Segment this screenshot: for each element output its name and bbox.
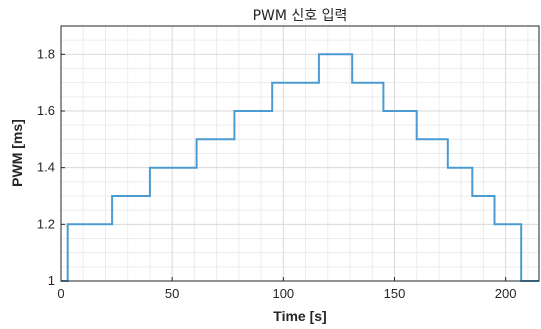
- x-axis-label: Time [s]: [273, 308, 326, 324]
- chart-title: PWM 신호 입력: [253, 8, 348, 24]
- x-tick-label: 50: [165, 286, 179, 301]
- x-tick-label: 0: [57, 286, 64, 301]
- x-tick-label: 150: [384, 286, 406, 301]
- x-tick-label: 100: [272, 286, 294, 301]
- y-ticks: 1 1.2 1.4 1.6 1.8: [37, 46, 65, 288]
- y-tick-label: 1.8: [37, 46, 55, 61]
- y-tick-label: 1.2: [37, 216, 55, 231]
- x-ticks: 0 50 100 150 200: [57, 277, 517, 301]
- y-tick-label: 1.4: [37, 160, 55, 175]
- y-axis-label: PWM [ms]: [9, 119, 25, 187]
- series-line-pwm: [61, 53, 539, 282]
- y-tick-label: 1.6: [37, 103, 55, 118]
- plot-frame: [60, 25, 540, 282]
- y-tick-label: 1: [48, 273, 55, 288]
- x-tick-label: 200: [495, 286, 517, 301]
